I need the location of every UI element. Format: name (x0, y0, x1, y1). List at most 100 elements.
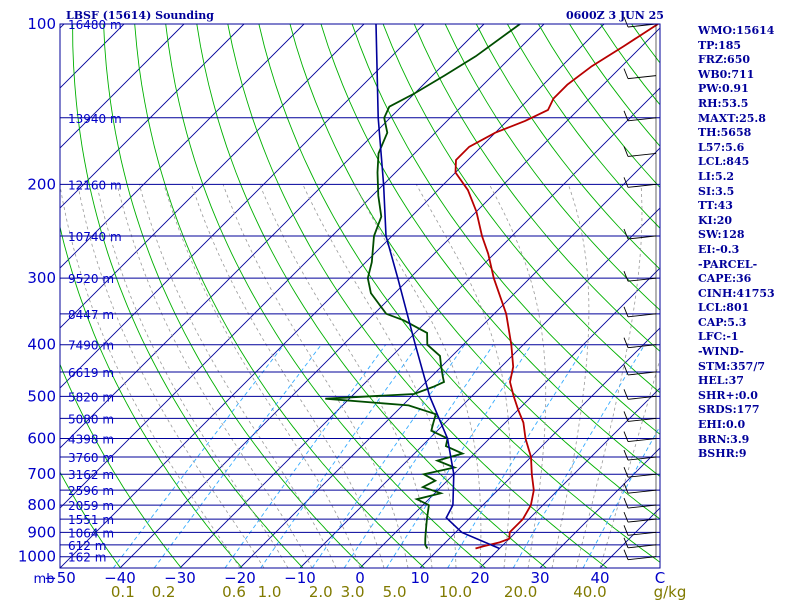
index-item: WB0:711 (698, 67, 755, 81)
wind-barb-flag (623, 110, 629, 121)
mixing-ratio-label: 2.0 (309, 583, 333, 600)
dry-adiabat-line (320, 24, 660, 478)
dry-adiabat-line (289, 24, 660, 520)
temperature-tick-label: 40 (590, 569, 609, 587)
wind-barb (627, 531, 657, 536)
mixing-ratio-unit-label: g/kg (654, 583, 687, 600)
moist-adiabat-line (191, 184, 385, 568)
mixing-ratio-grid (112, 344, 660, 568)
index-item: BSHR:9 (698, 447, 747, 461)
isotherm-line (119, 27, 660, 568)
index-item: BRN:3.9 (698, 432, 750, 446)
wind-barb-flag (623, 364, 629, 376)
index-item: MAXT:25.8 (698, 111, 766, 125)
isotherm-line (60, 24, 425, 389)
wind-barb (627, 518, 657, 523)
wind-barb (627, 504, 657, 509)
sounding-profiles (325, 24, 659, 550)
height-label: 7490 m (68, 339, 114, 353)
wind-barb-flag (623, 306, 629, 317)
moist-adiabat-line (575, 184, 643, 568)
index-item: CAP:5.3 (698, 315, 747, 329)
isotherm-line (60, 24, 485, 449)
index-item: LCL:801 (698, 301, 750, 315)
dry-adiabat-line (103, 24, 365, 568)
index-item: -PARCEL- (698, 257, 758, 271)
index-item: LFC:-1 (698, 330, 739, 344)
temperature-tick-label: −10 (284, 569, 316, 587)
wind-barb (627, 235, 657, 240)
pressure-tick-label: 900 (27, 523, 56, 541)
wind-barb (627, 344, 657, 349)
mixing-ratio-label: 0.1 (111, 583, 135, 600)
wind-barb-flag (623, 389, 629, 400)
temperature-tick-label: 20 (470, 569, 489, 587)
index-item: CINH:41753 (698, 286, 775, 300)
mixing-ratio-line (343, 344, 494, 568)
plot-frame (59, 23, 661, 569)
mixing-ratio-line (311, 344, 465, 568)
temperature-unit-label: C (655, 569, 665, 587)
dry-adiabat-line (134, 24, 426, 568)
mixing-ratio-label: 0.2 (152, 583, 176, 600)
wind-barb (627, 473, 657, 478)
wind-barb-flag (623, 228, 629, 240)
height-label: 2596 m (68, 484, 114, 498)
isotherm-line (239, 147, 660, 568)
height-label: 1551 m (68, 513, 114, 527)
wind-barb-flag (623, 177, 629, 188)
height-label: 16480 m (68, 18, 122, 32)
isotherm-line (60, 24, 185, 149)
mixing-ratio-label: 0.6 (222, 583, 246, 600)
wind-barb (627, 183, 657, 188)
index-item: KI:20 (698, 213, 733, 227)
height-label: 6619 m (68, 366, 114, 380)
dry-adiabat-grid (60, 24, 660, 568)
moist-adiabat-line (222, 184, 409, 568)
mixing-ratio-label: 3.0 (341, 583, 365, 600)
pressure-tick-label: 200 (27, 175, 56, 193)
dry-adiabat-line (258, 24, 660, 563)
wind-barb (627, 438, 657, 442)
isotherm-line (359, 267, 660, 568)
index-item: HEL:37 (698, 374, 744, 388)
pressure-tick-label: 300 (27, 269, 56, 287)
mixing-ratio-label: 20.0 (504, 583, 537, 600)
moist-adiabat-line (139, 184, 337, 568)
wind-barb-flag (623, 467, 629, 478)
height-label: 4398 m (68, 433, 114, 447)
temperature-tick-label: 10 (410, 569, 429, 587)
moist-adiabat-line (599, 357, 660, 568)
wind-barb (627, 153, 657, 157)
wind-barb (627, 556, 657, 561)
height-label: 2059 m (68, 499, 114, 513)
moist-adiabat-line (77, 184, 265, 568)
moist-adiabat-line (259, 184, 433, 568)
height-label: 1064 m (68, 526, 114, 540)
sounding-time: 0600Z 3 JUN 25 (566, 9, 664, 22)
wind-barb-flag (623, 146, 629, 157)
temperature-line (454, 24, 659, 550)
index-item: SI:3.5 (698, 184, 735, 198)
temperature-tick-label: −20 (224, 569, 256, 587)
wind-barb (627, 489, 657, 494)
isotherm-line (60, 24, 65, 29)
wind-barb-flag (623, 549, 629, 560)
moist-adiabat-line (163, 184, 361, 568)
index-item: LI:5.2 (698, 169, 735, 183)
index-item: PW:0.91 (698, 82, 749, 96)
wind-barb (627, 313, 657, 318)
wind-barb (627, 371, 657, 376)
pressure-tick-label: 700 (27, 465, 56, 483)
mixing-ratio-line (112, 344, 285, 568)
isobar-grid (60, 24, 660, 558)
pressure-tick-label: 500 (27, 387, 56, 405)
height-label: 12160 m (68, 178, 122, 192)
index-item: CAPE:36 (698, 272, 752, 286)
mixing-ratio-line (260, 344, 419, 568)
moist-adiabat-line (415, 184, 511, 568)
height-label: 3760 m (68, 451, 114, 465)
moist-adiabat-line (551, 184, 590, 568)
moist-adiabat-line (302, 184, 457, 568)
